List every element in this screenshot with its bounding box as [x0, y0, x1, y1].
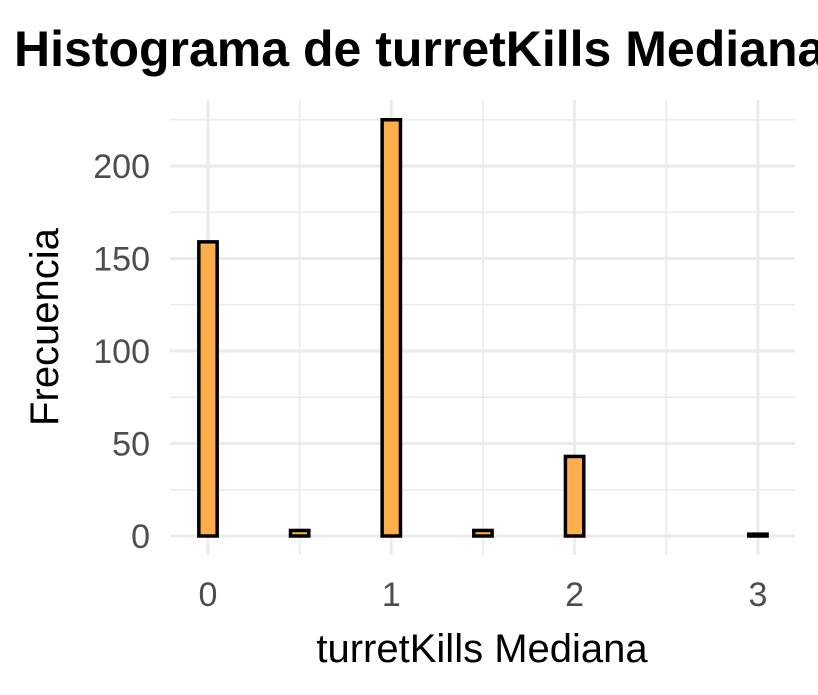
y-tick-labels: 0 50 100 150 200	[93, 148, 150, 556]
histogram-bar	[380, 118, 403, 538]
x-tick-labels: 0 1 2 3	[199, 576, 768, 614]
x-tick-label: 0	[199, 576, 218, 614]
y-tick-label: 50	[112, 426, 150, 464]
bars	[197, 118, 769, 538]
x-tick-label: 2	[565, 576, 584, 614]
histogram-bar	[746, 532, 769, 538]
histogram-bar	[472, 528, 494, 538]
y-axis-title: Frecuencia	[23, 227, 67, 426]
chart-title: Histograma de turretKills Mediana	[14, 21, 818, 77]
grid-minor	[170, 100, 795, 555]
histogram-bar	[563, 454, 586, 538]
x-tick-label: 1	[382, 576, 401, 614]
histogram-bar	[197, 240, 219, 538]
x-tick-label: 3	[748, 576, 767, 614]
y-tick-label: 0	[131, 518, 150, 556]
y-tick-label: 150	[93, 241, 150, 279]
y-tick-label: 100	[93, 333, 150, 371]
histogram-bar	[288, 528, 311, 538]
y-tick-label: 200	[93, 148, 150, 186]
x-axis-title: turretKills Mediana	[316, 627, 648, 671]
